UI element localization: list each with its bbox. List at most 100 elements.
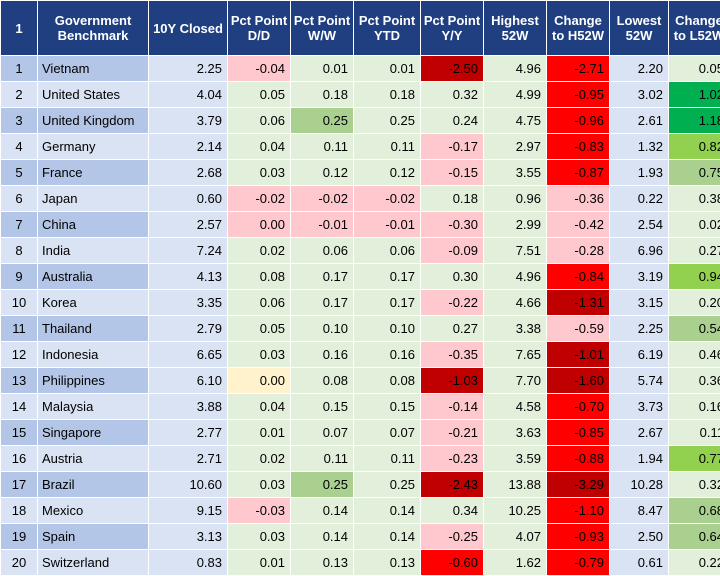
country-name: Switzerland xyxy=(37,549,149,576)
pct-ww: 0.14 xyxy=(290,523,354,550)
header-pct-yy: Pct Point Y/Y xyxy=(420,0,484,56)
pct-yy: -0.21 xyxy=(420,419,484,446)
highest-52w: 13.88 xyxy=(483,471,547,498)
pct-yy: -2.43 xyxy=(420,471,484,498)
change-h52w: -1.01 xyxy=(546,341,610,368)
row-index: 12 xyxy=(0,341,38,368)
change-l52w: 0.20 xyxy=(668,289,720,316)
change-h52w: -0.83 xyxy=(546,133,610,160)
row-index: 2 xyxy=(0,81,38,108)
pct-ytd: -0.01 xyxy=(353,211,421,238)
closed-10y: 3.35 xyxy=(148,289,228,316)
highest-52w: 10.25 xyxy=(483,497,547,524)
pct-yy: -0.60 xyxy=(420,549,484,576)
highest-52w: 4.75 xyxy=(483,107,547,134)
pct-dd: 0.05 xyxy=(227,81,291,108)
change-l52w: 0.02 xyxy=(668,211,720,238)
country-name: Austria xyxy=(37,445,149,472)
highest-52w: 7.65 xyxy=(483,341,547,368)
change-l52w: 0.11 xyxy=(668,419,720,446)
country-name: China xyxy=(37,211,149,238)
highest-52w: 4.99 xyxy=(483,81,547,108)
pct-yy: -0.14 xyxy=(420,393,484,420)
change-l52w: 0.77 xyxy=(668,445,720,472)
pct-dd: 0.03 xyxy=(227,159,291,186)
country-name: Philippines xyxy=(37,367,149,394)
change-h52w: -0.84 xyxy=(546,263,610,290)
lowest-52w: 2.54 xyxy=(609,211,669,238)
row-index: 19 xyxy=(0,523,38,550)
table-row: 6 Japan 0.60 -0.02 -0.02 -0.02 0.18 0.96 -0.36 0.… xyxy=(0,185,720,212)
pct-ytd: 0.13 xyxy=(353,549,421,576)
country-name: United States xyxy=(37,81,149,108)
row-index: 11 xyxy=(0,315,38,342)
pct-yy: -0.35 xyxy=(420,341,484,368)
pct-dd: 0.03 xyxy=(227,471,291,498)
closed-10y: 6.65 xyxy=(148,341,228,368)
row-index: 3 xyxy=(0,107,38,134)
table-row: 2 United States 4.04 0.05 0.18 0.18 0.32 4.99 -0… xyxy=(0,81,720,108)
change-l52w: 0.75 xyxy=(668,159,720,186)
pct-ytd: 0.15 xyxy=(353,393,421,420)
pct-ww: 0.11 xyxy=(290,445,354,472)
header-pct-ytd: Pct Point YTD xyxy=(353,0,421,56)
row-index: 5 xyxy=(0,159,38,186)
closed-10y: 4.13 xyxy=(148,263,228,290)
highest-52w: 0.96 xyxy=(483,185,547,212)
lowest-52w: 2.61 xyxy=(609,107,669,134)
change-h52w: -0.93 xyxy=(546,523,610,550)
pct-ytd: 0.16 xyxy=(353,341,421,368)
pct-ytd: 0.11 xyxy=(353,445,421,472)
lowest-52w: 8.47 xyxy=(609,497,669,524)
pct-ww: 0.18 xyxy=(290,81,354,108)
lowest-52w: 1.93 xyxy=(609,159,669,186)
pct-dd: 0.01 xyxy=(227,419,291,446)
change-l52w: 0.64 xyxy=(668,523,720,550)
closed-10y: 2.25 xyxy=(148,55,228,82)
row-index: 8 xyxy=(0,237,38,264)
closed-10y: 3.79 xyxy=(148,107,228,134)
change-l52w: 0.38 xyxy=(668,185,720,212)
closed-10y: 4.04 xyxy=(148,81,228,108)
pct-yy: -0.30 xyxy=(420,211,484,238)
pct-ww: 0.17 xyxy=(290,289,354,316)
pct-dd: 0.05 xyxy=(227,315,291,342)
change-l52w: 0.22 xyxy=(668,549,720,576)
change-l52w: 1.18 xyxy=(668,107,720,134)
change-l52w: 0.36 xyxy=(668,367,720,394)
lowest-52w: 2.67 xyxy=(609,419,669,446)
pct-ww: 0.08 xyxy=(290,367,354,394)
lowest-52w: 10.28 xyxy=(609,471,669,498)
closed-10y: 10.60 xyxy=(148,471,228,498)
pct-ytd: 0.12 xyxy=(353,159,421,186)
country-name: France xyxy=(37,159,149,186)
pct-ww: 0.01 xyxy=(290,55,354,82)
pct-ww: 0.15 xyxy=(290,393,354,420)
pct-dd: 0.06 xyxy=(227,289,291,316)
country-name: Korea xyxy=(37,289,149,316)
lowest-52w: 1.32 xyxy=(609,133,669,160)
highest-52w: 3.55 xyxy=(483,159,547,186)
closed-10y: 3.13 xyxy=(148,523,228,550)
pct-ytd: 0.14 xyxy=(353,497,421,524)
pct-ww: 0.14 xyxy=(290,497,354,524)
change-h52w: -0.28 xyxy=(546,237,610,264)
closed-10y: 0.60 xyxy=(148,185,228,212)
pct-ww: 0.25 xyxy=(290,107,354,134)
change-h52w: -0.42 xyxy=(546,211,610,238)
table-row: 11 Thailand 2.79 0.05 0.10 0.10 0.27 3.38 -0.59 2… xyxy=(0,315,720,342)
table-row: 19 Spain 3.13 0.03 0.14 0.14 -0.25 4.07 -0.93 2.5… xyxy=(0,523,720,550)
pct-dd: 0.03 xyxy=(227,341,291,368)
country-name: Germany xyxy=(37,133,149,160)
pct-yy: -0.09 xyxy=(420,237,484,264)
pct-dd: 0.00 xyxy=(227,211,291,238)
change-h52w: -0.79 xyxy=(546,549,610,576)
lowest-52w: 6.19 xyxy=(609,341,669,368)
closed-10y: 6.10 xyxy=(148,367,228,394)
pct-ww: 0.12 xyxy=(290,159,354,186)
pct-yy: -0.25 xyxy=(420,523,484,550)
pct-ytd: 0.17 xyxy=(353,263,421,290)
highest-52w: 4.07 xyxy=(483,523,547,550)
row-index: 15 xyxy=(0,419,38,446)
